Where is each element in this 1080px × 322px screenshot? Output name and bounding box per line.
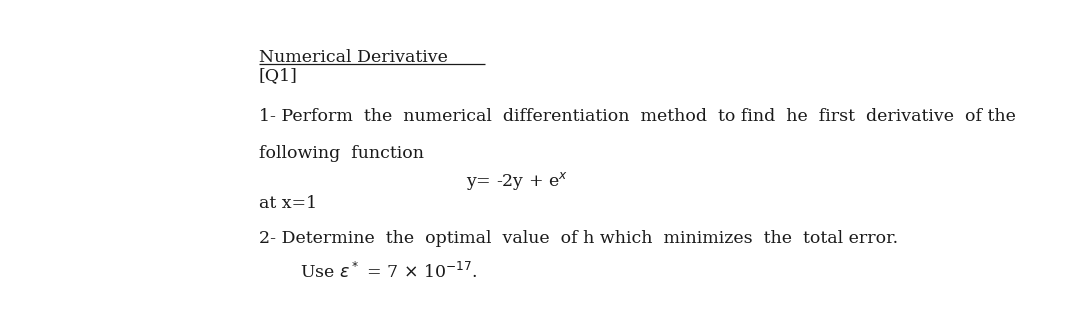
Text: 2- Determine  the  optimal  value  of h which  minimizes  the  total error.: 2- Determine the optimal value of h whic… xyxy=(259,230,897,247)
Text: Numerical Derivative: Numerical Derivative xyxy=(259,49,448,66)
Text: Use $\epsilon^*$ = 7 $\times$ 10$^{-17}$.: Use $\epsilon^*$ = 7 $\times$ 10$^{-17}$… xyxy=(300,262,477,282)
Text: y= -2y + e$^x$: y= -2y + e$^x$ xyxy=(465,170,568,192)
Text: at x=1: at x=1 xyxy=(259,195,318,212)
Text: following  function: following function xyxy=(259,145,423,162)
Text: [Q1]: [Q1] xyxy=(259,67,298,84)
Text: 1- Perform  the  numerical  differentiation  method  to find  he  first  derivat: 1- Perform the numerical differentiation… xyxy=(259,108,1016,125)
